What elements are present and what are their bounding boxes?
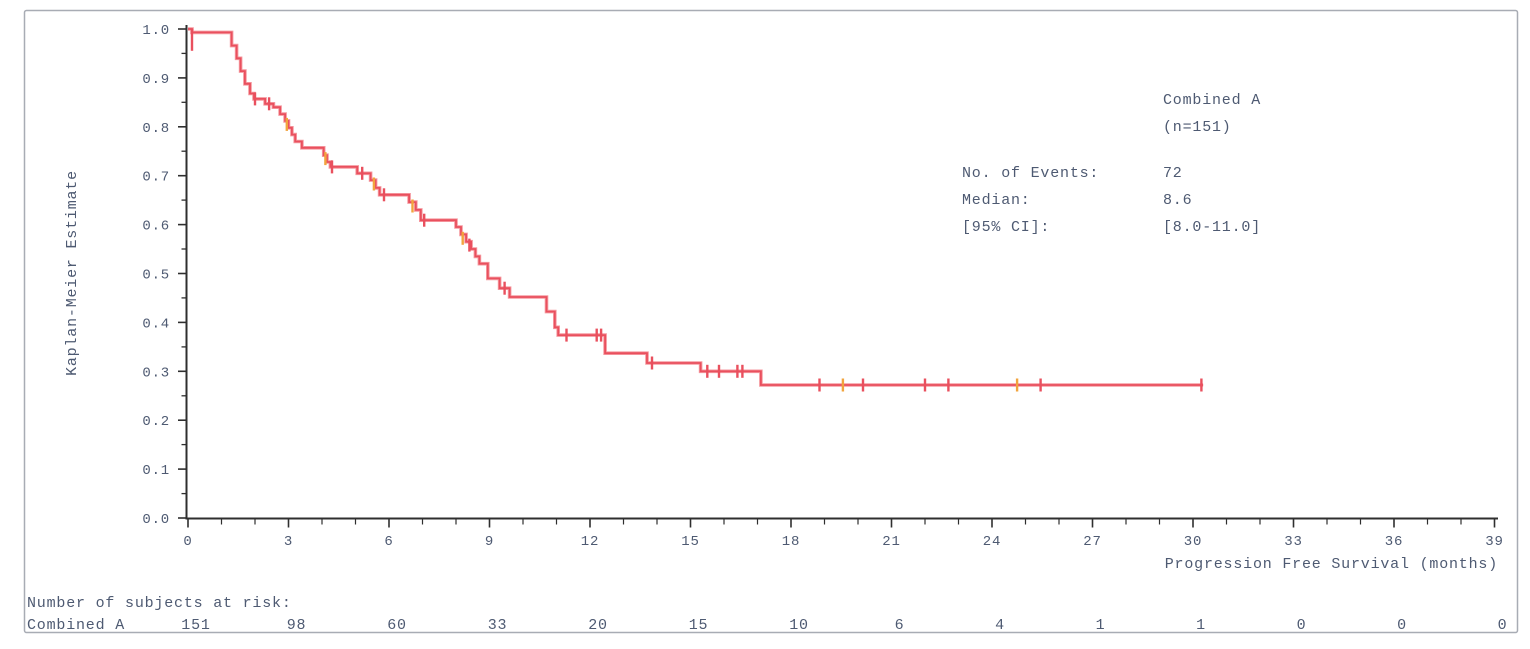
at-risk-value: 151 xyxy=(181,617,210,634)
at-risk-value: 98 xyxy=(287,617,307,634)
plot-area: 0.00.10.20.30.40.50.60.70.80.91.00 3 6 9 12 1… xyxy=(142,23,1503,550)
x-tick-label: 0 xyxy=(183,534,192,550)
x-tick-label: 15 xyxy=(681,534,699,550)
x-tick-label: 3 xyxy=(284,534,293,550)
x-tick-label: 21 xyxy=(882,534,900,550)
x-tick-label: 33 xyxy=(1284,534,1302,550)
x-tick-label: 39 xyxy=(1485,534,1503,550)
x-tick-label: 27 xyxy=(1083,534,1101,550)
x-tick-label: 9 xyxy=(485,534,494,550)
at-risk-value: 1 xyxy=(1196,617,1206,634)
stat-label-events: No. of Events: xyxy=(962,165,1099,182)
at-risk-value: 15 xyxy=(689,617,709,634)
at-risk-header: Number of subjects at risk: xyxy=(27,595,292,612)
legend-group-label: Combined A xyxy=(1163,92,1261,109)
at-risk-table: Number of subjects at risk: Combined A 1… xyxy=(27,595,1507,634)
x-tick-label: 18 xyxy=(782,534,800,550)
y-tick-label: 0.2 xyxy=(142,414,170,430)
y-tick-label: 0.3 xyxy=(142,365,170,381)
x-tick-label: 30 xyxy=(1184,534,1202,550)
at-risk-value: 4 xyxy=(995,617,1005,634)
stats-panel: Combined A (n=151) No. of Events: 72 Med… xyxy=(962,92,1261,236)
at-risk-value: 10 xyxy=(789,617,809,634)
at-risk-value: 60 xyxy=(387,617,407,634)
at-risk-values: 151 98 60 33 20 15 10 6 4 1 1 0 0 0 xyxy=(181,617,1508,634)
at-risk-value: 6 xyxy=(895,617,905,634)
y-axis-title: Kaplan-Meier Estimate xyxy=(64,170,81,376)
stat-value-ci: [8.0-11.0] xyxy=(1163,219,1261,236)
y-tick-label: 0.5 xyxy=(142,268,170,284)
at-risk-value: 0 xyxy=(1397,617,1407,634)
at-risk-value: 33 xyxy=(488,617,508,634)
stat-value-events: 72 xyxy=(1163,165,1183,182)
figure-border xyxy=(23,9,1519,634)
y-tick-label: 0.0 xyxy=(142,512,170,528)
x-tick-label: 12 xyxy=(581,534,599,550)
at-risk-value: 1 xyxy=(1096,617,1106,634)
x-axis-title: Progression Free Survival (months) xyxy=(1165,556,1498,573)
x-tick-label: 36 xyxy=(1385,534,1403,550)
y-tick-label: 0.8 xyxy=(142,121,170,137)
at-risk-row-label: Combined A xyxy=(27,617,125,634)
x-tick-label: 6 xyxy=(384,534,393,550)
x-tick-label: 24 xyxy=(983,534,1001,550)
y-tick-label: 0.7 xyxy=(142,170,170,186)
legend-group-n: (n=151) xyxy=(1163,119,1232,136)
stat-label-ci: [95% CI]: xyxy=(962,219,1050,236)
y-tick-label: 0.9 xyxy=(142,72,170,88)
y-tick-label: 0.4 xyxy=(142,316,170,332)
stat-label-median: Median: xyxy=(962,192,1031,209)
y-tick-label: 1.0 xyxy=(142,23,170,39)
at-risk-value: 20 xyxy=(588,617,608,634)
at-risk-value: 0 xyxy=(1498,617,1508,634)
at-risk-value: 0 xyxy=(1297,617,1307,634)
y-tick-label: 0.1 xyxy=(142,463,170,479)
y-tick-label: 0.6 xyxy=(142,219,170,235)
stat-value-median: 8.6 xyxy=(1163,192,1192,209)
